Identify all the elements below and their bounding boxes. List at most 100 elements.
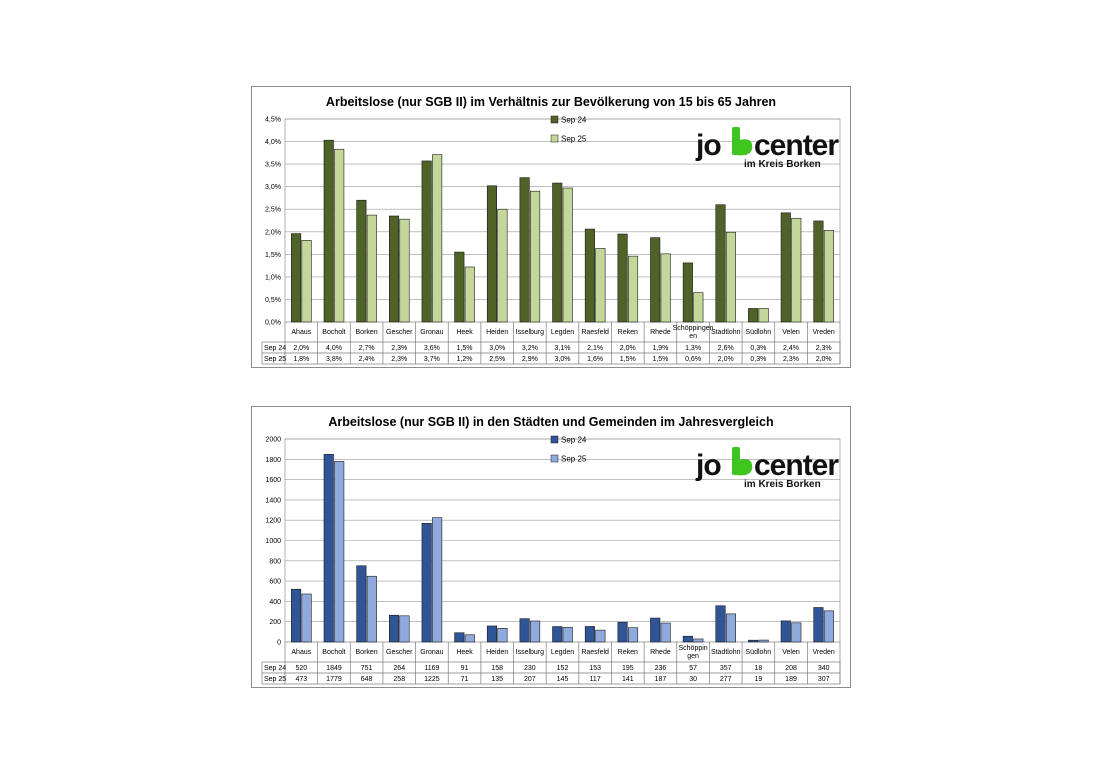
y-tick-label: 2000 (265, 437, 281, 444)
bar-sep-24 (421, 160, 432, 323)
x-tick-label: Rhede (650, 649, 671, 656)
bar-sep-25 (823, 230, 834, 323)
chart-panel-ratio: Arbeitslose (nur SGB II) im Verhältnis z… (251, 86, 851, 368)
data-label: 3,0% (555, 356, 571, 363)
x-tick-label: Bocholt (322, 649, 345, 656)
data-label: 1,6% (587, 356, 603, 363)
bar-sep-24 (323, 454, 334, 643)
x-tick-label: Raesfeld (581, 329, 609, 336)
logo-wordmark: jo (695, 129, 721, 162)
bar-sep-25 (464, 634, 475, 643)
x-tick-label: Legden (551, 649, 574, 656)
data-label: 4,0% (326, 345, 342, 352)
legend-swatch (550, 435, 559, 444)
bar-sep-24 (650, 237, 661, 323)
data-label: 3,2% (522, 345, 538, 352)
x-tick-label: Bocholt (322, 329, 345, 336)
x-tick-label: gen (687, 653, 699, 660)
bar-sep-25 (497, 627, 508, 643)
legend-label: Sep 24 (561, 436, 587, 445)
bar-sep-25 (595, 629, 606, 643)
y-tick-label: 0,5% (265, 297, 281, 304)
bar-sep-24 (486, 625, 498, 643)
x-tick-label: Heiden (486, 329, 508, 336)
x-tick-label: Südlohn (746, 329, 772, 336)
bar-sep-24 (291, 233, 302, 323)
data-label: 1,2% (457, 356, 473, 363)
x-tick-label: Borken (356, 649, 378, 656)
y-tick-label: 1400 (265, 497, 281, 504)
bar-sep-25 (464, 266, 475, 323)
bar-sep-25 (791, 622, 802, 643)
logo-b-bowl (736, 459, 753, 476)
y-tick-label: 2,5% (265, 207, 281, 214)
bar-sep-25 (725, 231, 737, 323)
x-tick-label: Schöppin (678, 645, 707, 652)
bar-sep-25 (530, 620, 541, 643)
data-label: 18 (754, 665, 762, 672)
data-label: 2,3% (391, 345, 407, 352)
bar-sep-25 (432, 154, 443, 323)
y-tick-label: 2,0% (265, 229, 281, 236)
bar-sep-24 (356, 565, 367, 643)
data-label: 2,0% (816, 356, 832, 363)
legend-swatch (550, 115, 559, 124)
data-label: 0,3% (750, 345, 766, 352)
data-label: 208 (785, 665, 797, 672)
legend-swatch (550, 454, 559, 463)
legend-label: Sep 25 (561, 135, 587, 144)
bar-sep-24 (682, 635, 693, 643)
bar-sep-24 (388, 215, 400, 323)
y-tick-label: 1,5% (265, 252, 281, 259)
x-tick-label: Heek (456, 649, 473, 656)
x-tick-label: Gronau (420, 649, 443, 656)
data-label: 2,1% (587, 345, 603, 352)
data-label: 3,0% (489, 345, 505, 352)
bar-sep-24 (323, 139, 334, 323)
data-label: 189 (785, 676, 797, 683)
y-tick-label: 1600 (265, 477, 281, 484)
legend-swatch (550, 134, 559, 143)
bar-sep-25 (725, 613, 737, 643)
data-label: 2,9% (522, 356, 538, 363)
data-label: 307 (818, 676, 830, 683)
data-label: 473 (295, 676, 307, 683)
data-table-series-name: Sep 25 (264, 676, 286, 683)
data-label: 3,8% (326, 356, 342, 363)
data-label: 2,3% (783, 356, 799, 363)
bar-sep-24 (552, 182, 563, 323)
bar-sep-25 (693, 638, 704, 643)
bar-sep-24 (715, 204, 726, 323)
data-label: 1849 (326, 665, 342, 672)
bar-sep-25 (301, 240, 312, 323)
data-label: 71 (461, 676, 469, 683)
x-tick-label: Velen (782, 649, 800, 656)
x-tick-label: Stadtlohn (711, 329, 741, 336)
data-label: 648 (361, 676, 373, 683)
data-label: 2,4% (359, 356, 375, 363)
data-label: 520 (295, 665, 307, 672)
data-label: 30 (689, 676, 697, 683)
x-tick-label: Ahaus (291, 329, 311, 336)
bar-sep-25 (334, 461, 345, 643)
data-label: 3,6% (424, 345, 440, 352)
bar-sep-24 (519, 618, 530, 643)
bar-sep-25 (399, 218, 410, 323)
bar-sep-25 (562, 187, 573, 323)
bar-sep-25 (791, 217, 802, 323)
x-tick-label: Stadtlohn (711, 649, 741, 656)
data-label: 1225 (424, 676, 440, 683)
y-tick-label: 4,5% (265, 117, 281, 124)
bar-sep-24 (291, 588, 302, 643)
x-tick-label: Südlohn (746, 649, 772, 656)
data-label: 207 (524, 676, 536, 683)
x-tick-label: en (689, 333, 697, 340)
data-label: 2,6% (718, 345, 734, 352)
y-tick-label: 0 (277, 640, 281, 647)
data-label: 1,5% (620, 356, 636, 363)
data-label: 2,3% (391, 356, 407, 363)
chart-title: Arbeitslose (nur SGB II) im Verhältnis z… (326, 95, 776, 109)
logo-wordmark: jo (695, 449, 721, 482)
bar-sep-24 (454, 251, 465, 323)
bar-sep-25 (660, 622, 671, 643)
